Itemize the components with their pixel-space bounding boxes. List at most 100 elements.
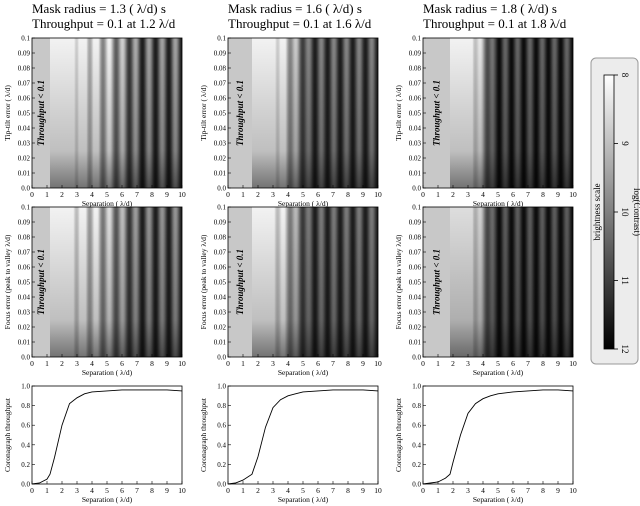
y-tick-label: 0.04	[409, 294, 422, 302]
y-tick-label: 0.04	[214, 125, 227, 133]
masked-region	[423, 38, 450, 188]
x-tick-label: 5	[496, 190, 500, 199]
colorbar-gradient	[603, 74, 615, 350]
x-tick-label: 3	[75, 486, 79, 495]
y-tick-label: 0.04	[214, 294, 227, 302]
x-tick-label: 9	[556, 486, 560, 495]
x-tick-label: 4	[90, 359, 94, 368]
y-tick-label: 0.1	[217, 204, 226, 212]
throughput-line	[31, 389, 183, 485]
x-tick-label: 7	[331, 486, 335, 495]
x-tick-label: 5	[301, 190, 305, 199]
x-axis-label: Separation ( λ/d)	[473, 368, 524, 377]
y-tick-label: 0.04	[409, 125, 422, 133]
y-tick-label: 0.02	[214, 324, 227, 332]
x-tick-label: 9	[165, 359, 169, 368]
x-tick-label: 9	[361, 359, 365, 368]
y-tick-label: 0.02	[18, 155, 31, 163]
x-tick-label: 9	[361, 486, 365, 495]
x-tick-label: 3	[75, 190, 79, 199]
x-tick-label: 10	[569, 359, 577, 368]
x-tick-label: 0	[30, 190, 34, 199]
x-tick-label: 0	[30, 486, 34, 495]
column-2-throughput-title: Throughput = 0.1 at 1.6 λ/d	[228, 16, 372, 31]
masked-region-annotation: Throughput < 0.1	[235, 249, 245, 315]
x-tick-label: 3	[271, 359, 275, 368]
x-tick-label: 1	[45, 359, 49, 368]
x-tick-label: 4	[286, 486, 290, 495]
x-axis-label: Separation ( λ/d)	[473, 199, 524, 208]
x-tick-label: 5	[105, 190, 109, 199]
masked-region	[32, 207, 50, 357]
masked-region-annotation: Throughput < 0.1	[36, 249, 46, 315]
y-tick-label: 0.05	[18, 110, 31, 118]
x-tick-label: 5	[301, 486, 305, 495]
y-tick-label: 0.4	[217, 441, 226, 449]
y-tick-label: 0.03	[18, 140, 31, 148]
colorbar: brightness scale log(Contrast) 8 9 10 11 12	[590, 57, 640, 365]
x-tick-label: 6	[316, 486, 320, 495]
y-tick-label: 0.06	[18, 95, 31, 103]
x-tick-label: 10	[374, 486, 382, 495]
y-tick-label: 0.07	[409, 80, 422, 88]
masked-region-annotation: Throughput < 0.1	[36, 80, 46, 146]
y-tick-label: 0.1	[21, 35, 30, 43]
y-tick-label: 0.4	[412, 441, 421, 449]
y-axis-label: Coronagraph throughput	[394, 397, 403, 472]
x-tick-label: 0	[226, 486, 230, 495]
y-tick-label: 0.01	[409, 170, 422, 178]
column-1-throughput-title: Throughput = 0.1 at 1.2 λ/d	[32, 16, 176, 31]
panel-throughput-2: 0 1 2 3 4 5 6 7 8 9 10 0.0 0.2 0.4 0.6 0.8 1.0 Separation…	[199, 383, 382, 505]
y-tick-label: 0.04	[18, 294, 31, 302]
y-axis-label: Focus error (peak to valley λ/d)	[394, 234, 403, 329]
y-tick-label: 0.06	[409, 95, 422, 103]
y-tick-label: 0.2	[217, 461, 226, 469]
x-tick-label: 7	[526, 486, 530, 495]
x-tick-label: 2	[60, 359, 64, 368]
panel-focus-3: Throughput < 0.1 0 1 2 3 4 5 6 7 8 9 10 0.0 0.01 0.02 0…	[394, 204, 577, 378]
throughput-line	[227, 389, 379, 485]
x-tick-label: 1	[45, 486, 49, 495]
y-tick-label: 0.04	[18, 125, 31, 133]
column-1-mask-title: Mask radius = 1.3 ( λ/d) s	[32, 1, 166, 16]
y-tick-label: 0.01	[18, 339, 31, 347]
masked-region	[423, 207, 450, 357]
masked-region-annotation: Throughput < 0.1	[235, 80, 245, 146]
y-axis-label: Coronagraph throughput	[199, 397, 208, 472]
column-3-throughput-title: Throughput = 0.1 at 1.8 λ/d	[423, 16, 567, 31]
y-tick-label: 0.1	[21, 204, 30, 212]
x-tick-label: 8	[541, 190, 545, 199]
y-tick-label: 0.02	[18, 324, 31, 332]
y-axis-label: Tip-tilt error ( λ/d)	[199, 85, 208, 141]
x-tick-label: 3	[271, 190, 275, 199]
y-tick-label: 0.6	[21, 422, 30, 430]
y-axis-label: Coronagraph throughput	[3, 397, 12, 472]
x-tick-label: 6	[120, 190, 124, 199]
x-tick-label: 8	[541, 359, 545, 368]
x-tick-label: 3	[75, 359, 79, 368]
x-tick-label: 6	[316, 190, 320, 199]
y-tick-label: 0.06	[409, 264, 422, 272]
x-axis-label: Separation ( λ/d)	[278, 368, 329, 377]
x-tick-label: 7	[135, 486, 139, 495]
x-axis-label: Separation ( λ/d)	[278, 199, 329, 208]
y-tick-label: 0.01	[409, 339, 422, 347]
x-tick-label: 8	[150, 486, 154, 495]
panel-focus-1: Throughput < 0.1 0 1 2 3 4 5 6 7 8 9 10 0.0 0.01 0.02 0…	[3, 204, 186, 378]
y-tick-label: 0.0	[21, 481, 30, 489]
y-tick-label: 0.08	[409, 65, 422, 73]
y-tick-label: 0.05	[214, 279, 227, 287]
x-tick-label: 4	[481, 486, 485, 495]
x-tick-label: 1	[436, 359, 440, 368]
x-axis-label: Separation ( λ/d)	[82, 199, 133, 208]
colorbar-tick-label: 8	[620, 73, 630, 78]
y-tick-label: 0.06	[18, 264, 31, 272]
panel-titles: Mask radius = 1.3 ( λ/d) s Throughput = …	[32, 1, 567, 31]
x-tick-label: 8	[150, 359, 154, 368]
x-tick-label: 7	[331, 359, 335, 368]
x-tick-label: 5	[105, 359, 109, 368]
column-2-mask-title: Mask radius = 1.6 ( λ/d) s	[228, 1, 362, 16]
y-tick-label: 0.06	[214, 264, 227, 272]
heatmap-shading	[50, 207, 182, 357]
y-tick-label: 0.03	[409, 309, 422, 317]
